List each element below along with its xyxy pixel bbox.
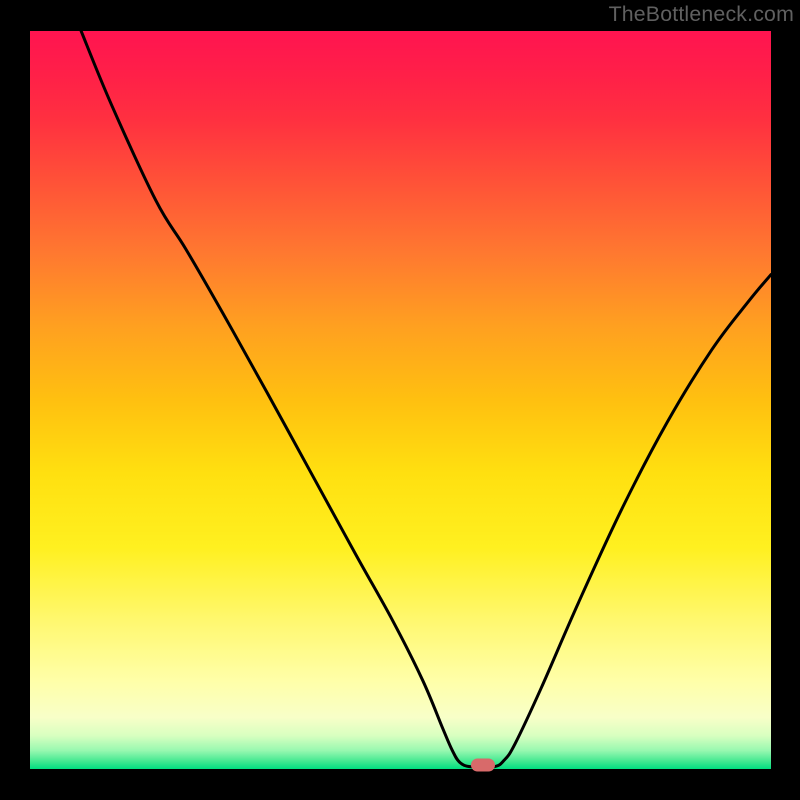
bottleneck-curve-path [81, 31, 771, 768]
plot-area [30, 31, 771, 769]
bottleneck-curve [30, 31, 771, 769]
watermark-text: TheBottleneck.com [609, 2, 794, 27]
optimal-point-marker [471, 759, 495, 772]
chart-frame: TheBottleneck.com [0, 0, 800, 800]
